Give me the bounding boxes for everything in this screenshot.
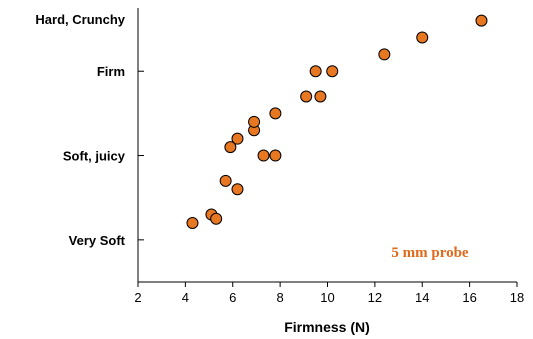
x-tick-label: 16 [462, 290, 476, 305]
data-point [231, 183, 244, 196]
data-point [314, 90, 327, 103]
data-point [231, 132, 244, 145]
data-point [378, 48, 391, 61]
data-point [224, 141, 237, 154]
x-tick-label: 8 [277, 290, 284, 305]
x-tick-label: 2 [134, 290, 141, 305]
x-axis-ticks: 2 4 6 8 10 12 14 16 18 [134, 282, 524, 305]
data-point [210, 212, 223, 225]
data-point [248, 115, 261, 128]
x-tick-label: 12 [368, 290, 382, 305]
x-tick-label: 14 [415, 290, 429, 305]
data-point [257, 149, 270, 162]
data-point [269, 149, 282, 162]
data-point [269, 107, 282, 120]
y-category-label: Hard, Crunchy [35, 12, 125, 27]
x-axis-label: Firmness (N) [284, 319, 370, 335]
x-tick-label: 6 [229, 290, 236, 305]
data-point [475, 14, 488, 27]
data-point [309, 65, 322, 78]
data-point [186, 216, 199, 229]
y-category-label: Very Soft [69, 233, 126, 248]
data-point [326, 65, 339, 78]
data-points [186, 14, 488, 229]
x-tick-label: 10 [320, 290, 334, 305]
data-point [416, 31, 429, 44]
x-tick-label: 18 [510, 290, 524, 305]
axes [137, 8, 517, 283]
data-point [300, 90, 313, 103]
probe-annotation: 5 mm probe [391, 245, 469, 261]
y-category-label: Soft, juicy [63, 149, 126, 164]
x-tick-label: 4 [182, 290, 189, 305]
y-axis-categories: Very Soft Soft, juicy Firm Hard, Crunchy [35, 12, 144, 248]
data-point [219, 174, 232, 187]
y-category-label: Firm [97, 64, 125, 79]
